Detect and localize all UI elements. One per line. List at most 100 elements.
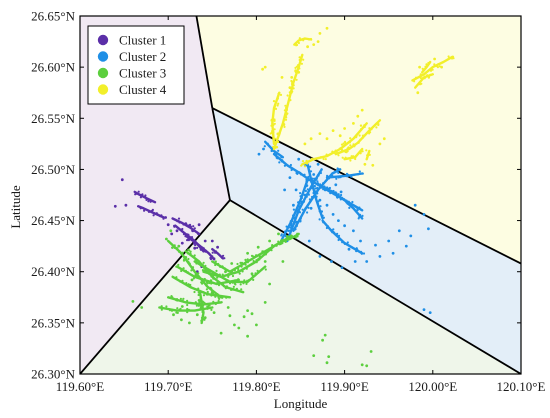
- data-point: [319, 185, 322, 188]
- data-point: [224, 287, 227, 290]
- data-point: [208, 304, 211, 307]
- data-point: [318, 132, 322, 136]
- data-point: [181, 279, 184, 282]
- data-point: [193, 239, 196, 242]
- data-point: [255, 261, 258, 264]
- data-point: [248, 278, 251, 282]
- data-point: [316, 202, 319, 205]
- data-point: [297, 201, 300, 204]
- data-point: [356, 114, 360, 118]
- data-point: [332, 190, 335, 193]
- data-point: [338, 134, 342, 138]
- data-point: [314, 196, 317, 199]
- data-point: [284, 240, 287, 243]
- data-point: [330, 260, 333, 263]
- data-point: [349, 159, 352, 162]
- data-point: [328, 186, 331, 190]
- data-point: [288, 176, 292, 180]
- data-point: [254, 272, 257, 275]
- data-point: [212, 311, 216, 314]
- data-point: [159, 215, 162, 218]
- data-point: [263, 301, 267, 304]
- data-point: [280, 76, 284, 79]
- data-point: [422, 69, 425, 72]
- data-point: [113, 204, 117, 208]
- track: [264, 140, 285, 159]
- data-point: [416, 91, 420, 95]
- data-point: [295, 44, 298, 47]
- data-point: [217, 301, 220, 304]
- data-point: [280, 238, 284, 242]
- data-point: [277, 232, 280, 236]
- data-point: [260, 268, 263, 271]
- data-point: [221, 273, 224, 276]
- data-point: [270, 124, 273, 127]
- data-point: [284, 106, 288, 110]
- track: [292, 168, 342, 233]
- data-point: [232, 287, 235, 290]
- x-tick-label: 120.10°E: [497, 379, 546, 394]
- legend-marker: [97, 84, 109, 95]
- data-point: [216, 282, 219, 285]
- data-point: [197, 272, 200, 275]
- data-point: [236, 262, 239, 266]
- data-point: [203, 318, 206, 321]
- data-point: [360, 250, 363, 253]
- data-point: [268, 247, 271, 250]
- data-point: [187, 283, 190, 286]
- data-point: [429, 69, 433, 72]
- data-point: [422, 213, 426, 216]
- data-point: [253, 274, 256, 277]
- data-point: [273, 151, 277, 154]
- data-point: [266, 142, 269, 145]
- data-point: [166, 223, 170, 227]
- data-point: [191, 229, 195, 233]
- data-point: [348, 206, 351, 209]
- data-point: [205, 281, 209, 284]
- data-point: [306, 162, 309, 165]
- data-point: [307, 239, 311, 243]
- data-point: [301, 208, 304, 211]
- data-point: [179, 309, 182, 312]
- data-point: [261, 67, 264, 71]
- data-point: [294, 188, 298, 192]
- data-point: [437, 63, 440, 66]
- data-point: [281, 242, 284, 245]
- data-point: [363, 162, 367, 166]
- data-point: [233, 279, 237, 282]
- data-point: [181, 251, 184, 254]
- data-point: [207, 306, 210, 309]
- data-point: [329, 192, 332, 195]
- plot-frame: [79, 15, 522, 375]
- data-point: [421, 67, 424, 70]
- data-point: [298, 171, 301, 174]
- data-point: [188, 262, 191, 265]
- data-point: [203, 239, 207, 243]
- data-point: [218, 273, 221, 276]
- partition-line: [211, 107, 521, 265]
- data-point: [423, 77, 426, 80]
- region-cluster-2: [212, 108, 521, 374]
- data-point: [249, 263, 252, 266]
- data-point: [171, 246, 174, 249]
- data-point: [331, 213, 335, 216]
- data-point: [358, 134, 361, 137]
- data-point: [224, 270, 227, 274]
- data-point: [256, 269, 259, 272]
- data-point: [325, 26, 329, 30]
- data-point: [272, 145, 275, 148]
- data-point: [354, 157, 357, 161]
- data-point: [237, 278, 240, 281]
- data-point: [327, 355, 331, 358]
- data-point: [332, 228, 335, 231]
- data-point: [337, 171, 340, 174]
- x-axis-label: Longitude: [274, 396, 328, 411]
- data-point: [358, 206, 361, 209]
- data-point: [309, 206, 313, 210]
- data-point: [212, 277, 215, 280]
- data-point: [245, 282, 248, 285]
- data-point: [206, 290, 209, 294]
- data-point: [345, 175, 348, 178]
- y-tick-label: 26.40°N: [31, 264, 75, 279]
- legend-label: Cluster 2: [119, 49, 166, 64]
